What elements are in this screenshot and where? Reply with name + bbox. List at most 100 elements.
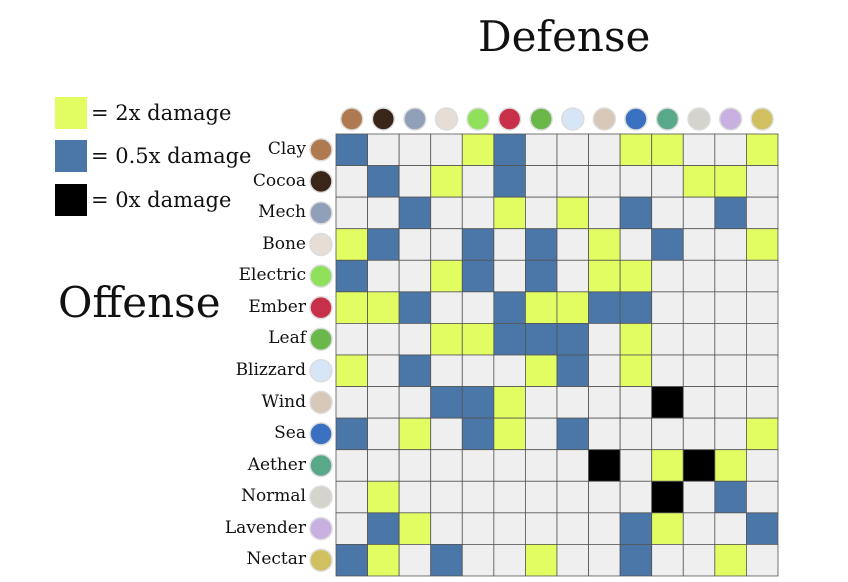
cell-blizzard-vs-lavender (714, 354, 747, 387)
cell-wind-vs-aether (651, 386, 684, 419)
cell-lavender-vs-blizzard (556, 512, 589, 545)
cell-ember-vs-lavender (714, 291, 747, 324)
cell-blizzard-vs-ember (493, 354, 526, 387)
cell-sea-vs-nectar (746, 417, 779, 451)
cell-clay-vs-mech (398, 133, 432, 166)
cell-blizzard-vs-leaf (525, 354, 558, 387)
cell-blizzard-vs-nectar (746, 354, 779, 387)
cell-electric-vs-aether (651, 259, 684, 293)
cell-cocoa-vs-wind (588, 165, 621, 198)
cocoa-drop-icon (371, 107, 396, 131)
cell-cocoa-vs-mech (398, 165, 432, 198)
cell-electric-vs-wind (588, 259, 621, 293)
cell-mech-vs-leaf (525, 196, 558, 230)
cell-normal-vs-cocoa (367, 480, 400, 514)
cell-normal-vs-nectar (746, 480, 779, 514)
cell-cocoa-vs-bone (430, 165, 463, 198)
cell-bone-vs-clay (335, 228, 368, 261)
cell-clay-vs-wind (588, 133, 621, 166)
cell-aether-vs-lavender (714, 449, 747, 482)
cell-blizzard-vs-bone (430, 354, 463, 387)
offense-title: Offense (58, 278, 221, 327)
cell-aether-vs-wind (588, 449, 621, 482)
row-label-normal: Normal (241, 486, 306, 507)
cell-mech-vs-lavender (714, 196, 747, 230)
cell-bone-vs-cocoa (367, 228, 400, 261)
cell-nectar-vs-mech (398, 544, 432, 577)
cell-cocoa-vs-aether (651, 165, 684, 198)
cell-normal-vs-leaf (525, 480, 558, 514)
cell-aether-vs-aether (651, 449, 684, 482)
cell-nectar-vs-ember (493, 544, 526, 577)
cell-electric-vs-nectar (746, 259, 779, 293)
cell-electric-vs-clay (335, 259, 368, 293)
cell-normal-vs-bone (430, 480, 463, 514)
cell-leaf-vs-ember (493, 323, 526, 356)
cell-bone-vs-ember (493, 228, 526, 261)
spiral-icon (655, 107, 680, 131)
legend-label: = 2x damage (91, 101, 232, 125)
cell-sea-vs-lavender (714, 417, 747, 451)
cell-cocoa-vs-sea (619, 165, 653, 198)
snowflake-icon (309, 359, 333, 383)
cell-clay-vs-bone (430, 133, 463, 166)
cell-lavender-vs-aether (651, 512, 684, 545)
cell-aether-vs-blizzard (556, 449, 589, 482)
defense-title: Defense (478, 12, 651, 61)
cell-lavender-vs-normal (682, 512, 716, 545)
cell-ember-vs-sea (619, 291, 653, 324)
cell-nectar-vs-electric (461, 544, 495, 577)
cell-wind-vs-cocoa (367, 386, 400, 419)
cell-electric-vs-ember (493, 259, 526, 293)
clay-pot-icon (340, 107, 364, 131)
wind-icon (592, 107, 617, 131)
cell-clay-vs-blizzard (556, 133, 589, 166)
cell-bone-vs-aether (651, 228, 684, 261)
cell-normal-vs-ember (493, 480, 526, 514)
cell-ember-vs-bone (430, 291, 463, 324)
legend-swatch-half (55, 140, 87, 172)
row-label-lavender: Lavender (224, 517, 306, 538)
cell-electric-vs-cocoa (367, 259, 400, 293)
row-label-electric: Electric (238, 265, 306, 286)
cell-ember-vs-mech (398, 291, 432, 324)
cell-leaf-vs-leaf (525, 323, 558, 356)
cell-lavender-vs-cocoa (367, 512, 400, 545)
wave-icon (624, 107, 648, 131)
bone-icon (434, 107, 459, 131)
cell-bone-vs-wind (588, 228, 621, 261)
cell-nectar-vs-cocoa (367, 544, 400, 577)
row-label-sea: Sea (274, 423, 306, 444)
cell-bone-vs-bone (430, 228, 463, 261)
cell-wind-vs-clay (335, 386, 368, 419)
cell-aether-vs-ember (493, 449, 526, 482)
cell-leaf-vs-sea (619, 323, 653, 356)
cell-normal-vs-mech (398, 480, 432, 514)
cell-electric-vs-bone (430, 259, 463, 293)
cell-ember-vs-wind (588, 291, 621, 324)
leaf-icon (529, 107, 553, 131)
legend-swatch-zero (55, 184, 87, 216)
cell-aether-vs-nectar (746, 449, 779, 482)
clay-pot-icon (309, 138, 333, 162)
cell-aether-vs-leaf (525, 449, 558, 482)
cell-blizzard-vs-cocoa (367, 354, 400, 387)
cell-sea-vs-cocoa (367, 417, 400, 451)
cell-bone-vs-nectar (746, 228, 779, 261)
cell-sea-vs-aether (651, 417, 684, 451)
cell-blizzard-vs-wind (588, 354, 621, 387)
cell-wind-vs-lavender (714, 386, 747, 419)
cell-nectar-vs-blizzard (556, 544, 589, 577)
cell-clay-vs-aether (651, 133, 684, 166)
cell-electric-vs-lavender (714, 259, 747, 293)
lightning-icon (309, 264, 333, 288)
ring-icon (687, 107, 711, 131)
cell-ember-vs-blizzard (556, 291, 589, 324)
hex-nut-icon (309, 201, 333, 225)
cell-wind-vs-normal (682, 386, 716, 419)
cell-blizzard-vs-aether (651, 354, 684, 387)
wave-icon (309, 422, 333, 446)
cell-blizzard-vs-mech (398, 354, 432, 387)
cell-mech-vs-mech (398, 196, 432, 230)
cell-leaf-vs-wind (588, 323, 621, 356)
